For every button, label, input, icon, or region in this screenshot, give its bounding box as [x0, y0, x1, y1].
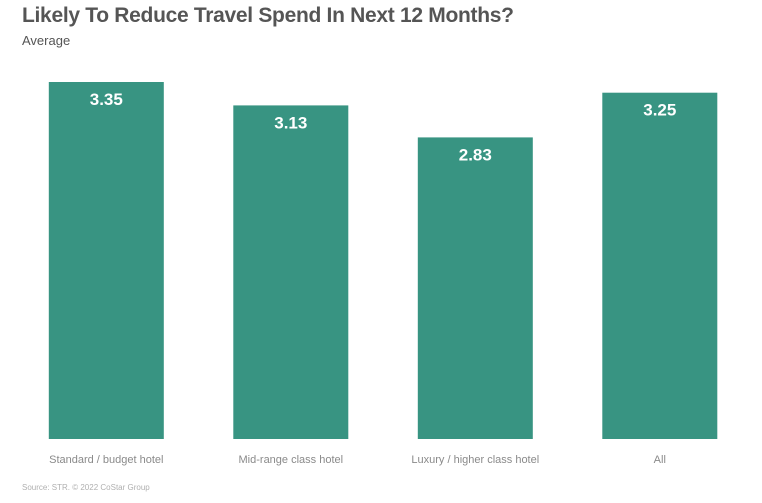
chart-title: Likely To Reduce Travel Spend In Next 12… — [22, 4, 514, 27]
bar — [602, 92, 718, 439]
x-tick-label: Mid-range class hotel — [239, 454, 344, 466]
bar — [417, 137, 533, 439]
x-tick-label: Luxury / higher class hotel — [411, 454, 539, 466]
x-tick-label: Standard / budget hotel — [49, 454, 163, 466]
bar-value-label: 3.13 — [274, 113, 307, 132]
chart-subtitle: Average — [22, 33, 71, 48]
bar — [233, 105, 349, 440]
bar-value-label: 3.25 — [643, 101, 676, 120]
bar-value-label: 3.35 — [90, 90, 123, 109]
x-tick-label: All — [654, 454, 666, 466]
bar — [48, 82, 164, 439]
source-note: Source: STR. © 2022 CoStar Group — [22, 483, 150, 492]
bar-value-label: 2.83 — [459, 145, 492, 164]
